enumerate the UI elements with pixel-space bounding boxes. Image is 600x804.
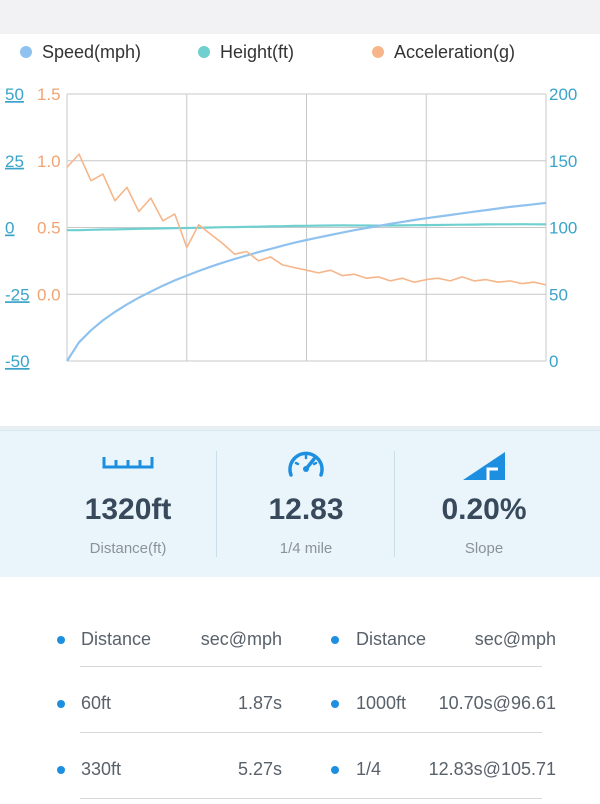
height-axis-tick: 50 — [549, 285, 568, 304]
stat-quarter-mile: 12.83 1/4 mile — [218, 431, 394, 577]
stat-slope-label: Slope — [464, 540, 504, 557]
acceleration-axis-tick: 1.0 — [37, 152, 61, 171]
speed-series-line — [66, 201, 547, 362]
slope-icon — [460, 447, 508, 488]
table-header-time: sec@mph — [474, 629, 556, 649]
height-axis-tick: 100 — [549, 219, 577, 238]
stat-quarter-mile-value: 12.83 — [268, 493, 344, 526]
performance-chart: 50 25 0 -25 -50 1.5 1.0 0.5 0.0 200 150 100 50 0 — [0, 80, 600, 380]
legend-height-dot — [198, 46, 210, 58]
speed-axis-tick: 0 — [5, 219, 14, 238]
stat-quarter-mile-label: 1/4 mile — [279, 540, 333, 557]
table-header-distance: Distance — [356, 629, 427, 649]
legend-speed-label: Speed(mph) — [42, 41, 142, 62]
row-time: 5.27s — [237, 759, 282, 779]
row-divider — [80, 798, 542, 799]
ruler-icon — [102, 447, 154, 476]
bullet-icon — [331, 766, 339, 774]
height-axis-tick: 200 — [549, 85, 577, 104]
bullet-icon — [57, 700, 65, 708]
legend-height-label: Height(ft) — [220, 41, 295, 62]
row-divider — [80, 666, 542, 667]
acceleration-axis-tick: 1.5 — [37, 85, 61, 104]
stat-slope: 0.20% Slope — [396, 431, 572, 577]
stat-slope-value: 0.20% — [441, 493, 527, 526]
stat-distance-value: 1320ft — [84, 493, 172, 526]
top-bar — [0, 0, 600, 34]
table-header-row: Distance sec@mph Distance sec@mph — [0, 604, 600, 668]
row-distance: 1/4 — [356, 759, 382, 779]
legend-acceleration-label: Acceleration(g) — [394, 41, 516, 62]
acceleration-axis-tick: 0.5 — [37, 219, 61, 238]
section-divider — [0, 426, 600, 430]
legend-acceleration-dot — [372, 46, 384, 58]
speedometer-icon — [286, 447, 326, 486]
chart-svg: 50 25 0 -25 -50 1.5 1.0 0.5 0.0 200 150 100 50 0 — [5, 85, 577, 371]
section-gap — [0, 577, 600, 600]
speed-axis-tick: 25 — [5, 152, 24, 171]
bullet-icon — [331, 636, 339, 644]
row-distance: 330ft — [81, 759, 122, 779]
bullet-icon — [57, 766, 65, 774]
height-axis-tick: 0 — [549, 352, 558, 371]
legend-speed: Speed(mph) — [20, 38, 141, 66]
row-time: 1.87s — [237, 693, 282, 713]
legend-height: Height(ft) — [198, 38, 294, 66]
stat-distance-label: Distance(ft) — [89, 540, 167, 557]
table-row: 330ft 5.27s 1/4 12.83s@105.71 — [0, 734, 600, 798]
height-axis-tick: 150 — [549, 152, 577, 171]
row-distance: 1000ft — [356, 693, 407, 713]
speed-axis-tick: -50 — [5, 352, 30, 371]
acceleration-series-line — [66, 153, 547, 286]
table-header-distance: Distance — [81, 629, 152, 649]
stat-distance: 1320ft Distance(ft) — [40, 431, 216, 577]
row-time: 10.70s@96.61 — [438, 693, 556, 713]
speed-axis-tick: -25 — [5, 285, 30, 304]
height-series-line — [67, 223, 547, 232]
legend-acceleration: Acceleration(g) — [372, 38, 515, 66]
split-times-table: Distance sec@mph Distance sec@mph 60ft 1… — [0, 600, 600, 800]
row-distance: 60ft — [81, 693, 112, 713]
stats-panel: 1320ft Distance(ft) 12.83 1/4 mile 0.20%… — [0, 430, 600, 578]
row-time: 12.83s@105.71 — [428, 759, 556, 779]
chart-legend: Speed(mph) Height(ft) Acceleration(g) — [0, 34, 600, 70]
bullet-icon — [57, 636, 65, 644]
table-header-time: sec@mph — [200, 629, 282, 649]
bullet-icon — [331, 700, 339, 708]
acceleration-axis-tick: 0.0 — [37, 285, 61, 304]
speed-axis-tick: 50 — [5, 85, 24, 104]
row-divider — [80, 732, 542, 733]
stat-separator — [216, 451, 217, 557]
stat-separator — [394, 451, 395, 557]
table-row: 60ft 1.87s 1000ft 10.70s@96.61 — [0, 668, 600, 732]
legend-speed-dot — [20, 46, 32, 58]
